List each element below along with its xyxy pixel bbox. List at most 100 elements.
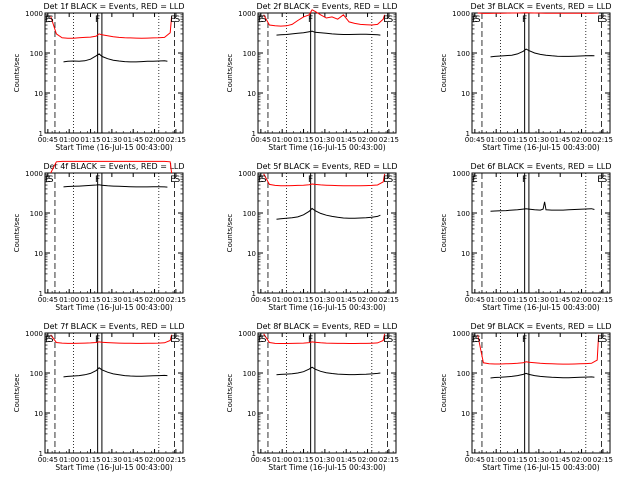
x-tick-label: 01:30 xyxy=(529,296,549,304)
y-tick-label: 100 xyxy=(30,50,43,58)
x-tick-label: 02:00 xyxy=(144,136,164,144)
x-tick-label: 00:45 xyxy=(465,136,485,144)
y-axis-label: Counts/sec xyxy=(13,374,21,413)
panel-title: Det 7f BLACK = Events, RED = LLD xyxy=(43,322,184,331)
x-tick-label: 00:45 xyxy=(251,296,271,304)
x-tick-label: 01:45 xyxy=(550,296,570,304)
x-tick-label: 02:15 xyxy=(166,136,186,144)
x-tick-label: 01:00 xyxy=(59,456,79,464)
y-axis-label: Counts/sec xyxy=(13,214,21,253)
x-tick-label: 02:00 xyxy=(357,456,377,464)
marker-label: E xyxy=(45,175,51,185)
plot-frame xyxy=(471,332,611,454)
plot-frame xyxy=(44,332,184,454)
marker-label: E xyxy=(170,175,176,185)
plot-frame xyxy=(257,332,397,454)
marker-label: E xyxy=(258,335,264,345)
y-tick-label: 1000 xyxy=(452,170,470,178)
marker-label: S xyxy=(174,175,180,185)
x-axis-label: Start Time (16-Jul-15 00:43:00) xyxy=(482,303,599,312)
y-tick-label: 10 xyxy=(461,250,470,258)
marker-label: S xyxy=(387,175,393,185)
y-tick-label: 1000 xyxy=(452,10,470,18)
marker-label: E xyxy=(258,15,264,25)
panel-7: Det 7f BLACK = Events, RED = LLD 1 10 100 10… xyxy=(13,322,186,472)
plot-frame xyxy=(471,12,611,134)
marker-label: F xyxy=(308,175,313,185)
marker-label: F xyxy=(308,15,313,25)
x-tick-label: 02:15 xyxy=(166,296,186,304)
x-tick-label: 01:30 xyxy=(102,136,122,144)
marker-label: F xyxy=(522,15,527,25)
marker-label: E xyxy=(45,15,51,25)
panel-title: Det 6f BLACK = Events, RED = LLD xyxy=(470,162,611,171)
y-tick-label: 100 xyxy=(457,50,470,58)
panel-title: Det 2f BLACK = Events, RED = LLD xyxy=(256,2,397,11)
marker-label: S xyxy=(261,335,267,345)
y-tick-label: 1 xyxy=(39,290,43,298)
x-tick-label: 02:15 xyxy=(593,296,613,304)
x-axis-label: Start Time (16-Jul-15 00:43:00) xyxy=(482,463,599,472)
y-tick-label: 1 xyxy=(466,450,470,458)
plot-frame xyxy=(44,12,184,134)
panel-1: Det 1f BLACK = Events, RED = LLD 1 10 100 10… xyxy=(13,2,186,152)
x-tick-label: 00:45 xyxy=(251,136,271,144)
x-tick-label: 02:15 xyxy=(379,136,399,144)
y-tick-label: 10 xyxy=(461,410,470,418)
y-tick-label: 1000 xyxy=(238,170,256,178)
x-tick-label: 02:00 xyxy=(357,136,377,144)
marker-label: S xyxy=(475,335,481,345)
x-tick-label: 01:30 xyxy=(315,296,335,304)
series-line-red xyxy=(477,334,600,365)
x-tick-label: 00:45 xyxy=(38,456,58,464)
x-tick-label: 01:15 xyxy=(293,136,313,144)
x-tick-label: 01:30 xyxy=(315,456,335,464)
x-tick-label: 01:00 xyxy=(59,136,79,144)
x-tick-label: 01:45 xyxy=(123,136,143,144)
y-tick-label: 1 xyxy=(466,290,470,298)
marker-label: S xyxy=(174,15,180,25)
x-tick-label: 01:45 xyxy=(123,456,143,464)
y-tick-label: 1 xyxy=(252,450,256,458)
y-tick-label: 1 xyxy=(39,450,43,458)
series-line-red xyxy=(50,16,173,39)
plot-frame xyxy=(257,172,397,294)
x-tick-label: 01:00 xyxy=(272,136,292,144)
series-line-red xyxy=(263,173,386,187)
marker-label: E xyxy=(472,15,478,25)
x-tick-label: 01:00 xyxy=(486,136,506,144)
series-line-red xyxy=(50,334,173,344)
y-tick-label: 1000 xyxy=(452,330,470,338)
panel-4: Det 4f BLACK = Events, RED = LLD 1 10 100 10… xyxy=(13,160,186,312)
panel-9: Det 9f BLACK = Events, RED = LLD 1 10 100 10… xyxy=(440,322,613,472)
plot-frame xyxy=(44,172,184,294)
marker-label: E xyxy=(472,335,478,345)
series-line-black xyxy=(490,48,595,58)
panel-3: Det 3f BLACK = Events, RED = LLD 1 10 100 10… xyxy=(440,2,613,152)
panel-6: Det 6f BLACK = Events, RED = LLD 1 10 100 10… xyxy=(440,162,613,312)
y-tick-label: 100 xyxy=(243,370,256,378)
y-tick-label: 100 xyxy=(243,50,256,58)
marker-label: F xyxy=(95,175,100,185)
x-tick-label: 00:45 xyxy=(465,296,485,304)
series-line-red xyxy=(263,333,386,344)
x-tick-label: 01:15 xyxy=(507,456,527,464)
series-line-black xyxy=(276,207,381,220)
x-tick-label: 01:30 xyxy=(102,296,122,304)
marker-label: E xyxy=(170,15,176,25)
series-line-red xyxy=(263,9,386,27)
series-line-black xyxy=(63,367,168,378)
marker-label: S xyxy=(48,175,54,185)
x-tick-label: 01:45 xyxy=(550,136,570,144)
series-line-black xyxy=(490,201,595,212)
x-axis-label: Start Time (16-Jul-15 00:43:00) xyxy=(482,143,599,152)
marker-label: S xyxy=(601,175,607,185)
y-tick-label: 10 xyxy=(247,90,256,98)
x-tick-label: 01:00 xyxy=(272,456,292,464)
marker-label: E xyxy=(383,335,389,345)
y-tick-label: 100 xyxy=(457,370,470,378)
x-tick-label: 01:00 xyxy=(486,296,506,304)
marker-label: S xyxy=(48,15,54,25)
y-tick-label: 1000 xyxy=(25,170,43,178)
x-axis-label: Start Time (16-Jul-15 00:43:00) xyxy=(268,303,385,312)
